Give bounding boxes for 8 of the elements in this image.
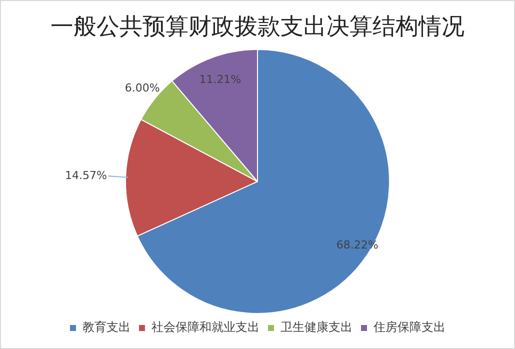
- data-label: 14.57%: [65, 168, 107, 182]
- data-label: 6.00%: [124, 82, 160, 95]
- legend-label: 教育支出: [82, 320, 130, 334]
- legend-label: 社会保障和就业支出: [152, 320, 260, 334]
- chart-title: 一般公共预算财政拨款支出决算结构情况: [50, 13, 466, 41]
- legend-label: 卫生健康支出: [280, 320, 352, 334]
- legend-label: 住房保障支出: [372, 320, 446, 334]
- data-label: 11.21%: [199, 72, 242, 86]
